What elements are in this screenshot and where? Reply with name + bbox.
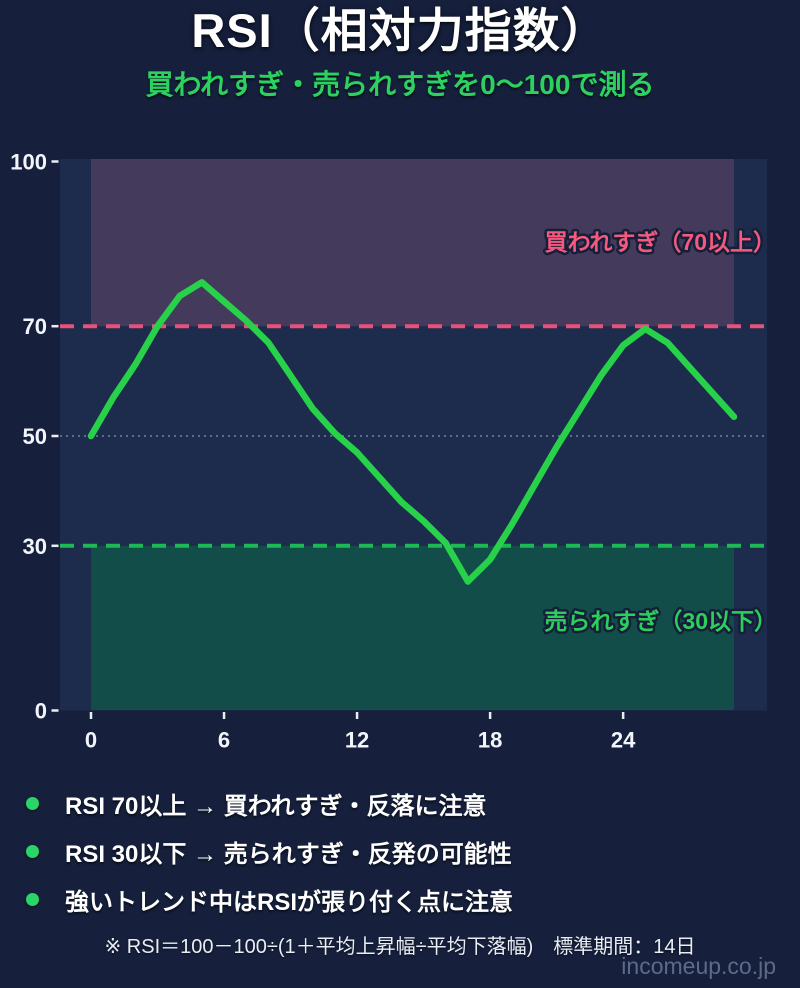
x-tick-label: 0 [85,728,97,753]
x-tick-label: 24 [611,728,636,753]
note-text: RSI 30以下 → 売られすぎ・反発の可能性 [65,840,512,868]
notes-list: RSI 70以上 → 買われすぎ・反落に注意 RSI 30以下 → 売られすぎ・… [20,786,780,930]
y-tick-label: 0 [35,699,47,724]
bullet-dot-icon [26,844,39,858]
page-title: RSI（相対力指数） [191,4,609,57]
y-tick-label: 30 [23,534,47,559]
watermark: incomeup.co.jp [621,953,776,979]
x-tick-label: 12 [345,728,369,753]
rsi-line [87,279,738,585]
list-item: 強いトレンド中はRSIが張り付く点に注意 [20,882,780,916]
chart-area: 0 30 50 70 100 0 6 12 18 24 買われすぎ（70以上） 売られすぎ（30以下） [0,140,800,780]
note-text: RSI 70以上 → 買われすぎ・反落に注意 [65,792,487,820]
x-tick-label: 18 [478,728,502,753]
formula-footnote: ※ RSI＝100－100÷(1＋平均上昇幅÷平均下落幅) 標準期間：14日 [104,936,696,958]
oversold-label: 売られすぎ（30以下） [544,608,777,634]
overbought-label: 買われすぎ（70以上） [545,229,776,255]
y-tick-label: 50 [23,424,47,449]
oversold-band [91,545,734,710]
note-text: 強いトレンド中はRSIが張り付く点に注意 [65,888,514,916]
list-item: RSI 30以下 → 売られすぎ・反発の可能性 [20,834,780,868]
bullet-dot-icon [26,796,39,810]
y-tick-label: 100 [10,150,47,175]
list-item: RSI 70以上 → 買われすぎ・反落に注意 [20,786,780,820]
overbought-band [91,159,734,327]
bullet-dot-icon [26,892,39,906]
x-tick-label: 6 [218,728,230,753]
rsi-chart: 0 30 50 70 100 0 6 12 18 24 買われすぎ（70以上） 売られすぎ（30以下） [10,150,779,753]
page-subtitle: 買われすぎ・売られすぎを0〜100で測る [145,69,655,101]
header: RSI（相対力指数） 買われすぎ・売られすぎを0〜100で測る [0,0,800,103]
y-tick-label: 70 [23,314,47,339]
